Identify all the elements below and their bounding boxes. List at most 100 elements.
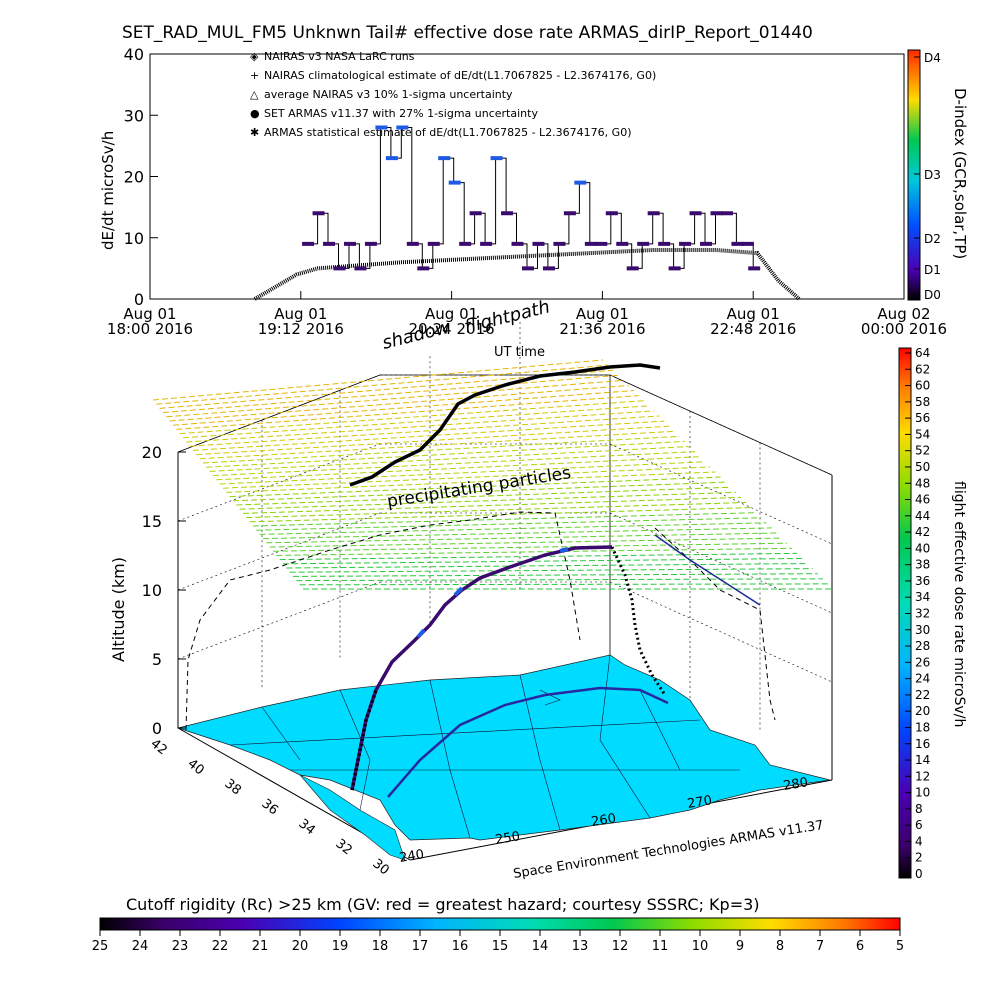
precip-line — [216, 456, 701, 481]
legend-symbol: △ — [250, 88, 259, 101]
precip-line — [219, 461, 706, 485]
flightpath-label: flightpath — [462, 296, 552, 338]
precip-line — [186, 410, 655, 443]
precip-line — [299, 583, 828, 586]
cutoff-tick-label: 7 — [816, 939, 824, 954]
precip-line — [166, 379, 624, 418]
legend-entry: SET ARMAS v11.37 with 27% 1-sigma uncert… — [264, 107, 538, 120]
dindex-colorbar — [907, 49, 921, 301]
precip-line — [239, 491, 736, 510]
dose-tick-label: 4 — [915, 834, 923, 848]
armas-point — [532, 241, 545, 246]
precip-line — [172, 390, 634, 426]
precip-line — [296, 578, 823, 582]
armas-point — [605, 211, 618, 216]
cutoff-tick-label: 20 — [292, 939, 309, 954]
map-baja — [299, 774, 406, 861]
precip-label: precipitating particles — [386, 463, 573, 512]
cutoff-tick-label: 13 — [572, 939, 589, 954]
top-y-tick-label: 10 — [124, 229, 144, 248]
dose-tick-label: 42 — [915, 525, 930, 539]
latitude-tick-label: 40 — [185, 756, 207, 778]
precip-line — [176, 395, 639, 430]
dose-tick-label: 18 — [915, 720, 930, 734]
precip-line — [156, 364, 609, 405]
armas-point — [720, 211, 733, 216]
top-y-tick-label: 40 — [124, 45, 144, 64]
dose-tick-label: 12 — [915, 769, 930, 783]
dose-tick-label: 64 — [915, 346, 930, 360]
dose-tick-label: 0 — [915, 867, 923, 881]
armas-point — [302, 241, 315, 246]
top-y-tick-label: 30 — [124, 106, 144, 125]
armas-point — [333, 266, 346, 271]
precip-line — [179, 400, 644, 435]
dose-tick-label: 20 — [915, 704, 930, 718]
dose-tick-label: 60 — [915, 379, 930, 393]
precip-line — [262, 527, 772, 540]
shadow-curve-right — [654, 527, 776, 721]
precip-line — [229, 476, 721, 498]
precip-line — [192, 420, 665, 451]
armas-point — [689, 211, 702, 216]
precip-line — [269, 537, 782, 548]
precip-line — [209, 446, 690, 472]
dose-tick-label: 28 — [915, 639, 930, 653]
cutoff-tick-label: 12 — [612, 939, 629, 954]
top-x-tick-time: 00:00 2016 — [861, 320, 947, 338]
dose-tick-label: 34 — [915, 590, 930, 604]
armas-point — [312, 211, 325, 216]
precip-line — [242, 496, 742, 514]
legend-symbol: ● — [250, 107, 260, 120]
dindex-tick-label: D3 — [924, 168, 941, 182]
altitude-tick-label: 20 — [142, 443, 162, 462]
latitude-tick-label: 32 — [333, 836, 355, 858]
top-x-tick-time: 20:24 2016 — [409, 320, 495, 338]
legend-symbol: + — [250, 69, 259, 82]
armas-point — [553, 241, 566, 246]
longitude-tick-label: 280 — [782, 775, 809, 794]
precip-line — [266, 532, 777, 544]
precip-line — [286, 563, 808, 569]
armas-point — [490, 156, 503, 161]
cutoff-tick-label: 18 — [372, 939, 389, 954]
cutoff-tick-label: 11 — [652, 939, 669, 954]
map-borders — [229, 654, 740, 839]
dose-tick-label: 58 — [915, 395, 930, 409]
cutoff-rigidity-label: Cutoff rigidity (Rc) >25 km (GV: red = g… — [126, 895, 760, 914]
grid-line — [609, 443, 833, 545]
ut-time-label: UT time — [494, 345, 545, 360]
top-x-tick-day: Aug 02 — [877, 305, 930, 323]
armas-point — [501, 211, 514, 216]
armas-point — [511, 241, 524, 246]
precip-line — [232, 481, 726, 502]
dose-tick-label: 48 — [915, 476, 930, 490]
dindex-tick-label: D2 — [924, 232, 941, 246]
precip-line — [279, 552, 798, 561]
precip-line — [189, 415, 660, 447]
top-x-tick-time: 22:48 2016 — [710, 320, 796, 338]
armas-point — [469, 211, 482, 216]
dose-colorbar-label: flight effective dose rate microSv/h — [951, 481, 967, 727]
flightpath-line — [349, 363, 661, 487]
grid-line — [177, 581, 381, 660]
altitude-tick-label: 15 — [142, 512, 162, 531]
latitude-tick-label: 36 — [259, 796, 281, 818]
descent-path — [610, 546, 667, 696]
armas-point — [700, 241, 713, 246]
altitude-tick-label: 0 — [152, 719, 162, 738]
grid-line — [609, 374, 833, 476]
precip-line — [289, 568, 813, 573]
dose-colorbar-ticks: 0246810121416182022242628303234363840424… — [905, 346, 930, 881]
cutoff-colorbar-ticks: 25 24 23 22 21 20 19 18 17 16 15 14 13 12 11 10 9 8 7 6 5 — [92, 930, 904, 954]
cutoff-tick-label: 23 — [172, 939, 189, 954]
dose-tick-label: 6 — [915, 818, 923, 832]
dose-tick-label: 46 — [915, 493, 930, 507]
precip-line — [206, 440, 685, 468]
armas-point — [480, 241, 493, 246]
precip-line — [222, 466, 711, 489]
armas-point — [323, 241, 336, 246]
dindex-tick-label: D1 — [924, 263, 941, 277]
dose-tick-label: 54 — [915, 427, 930, 441]
